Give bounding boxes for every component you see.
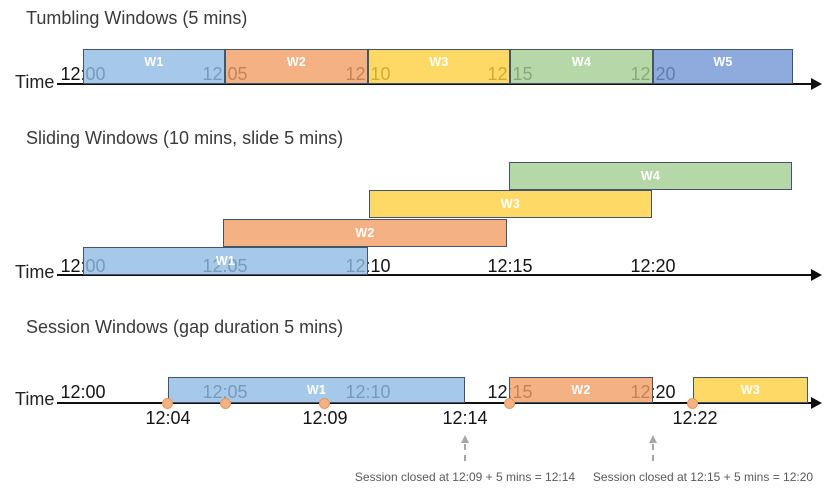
sliding-window-w2: W2 — [223, 219, 507, 247]
time-axis-label: Time — [15, 389, 55, 409]
time-axis-label: Time — [15, 72, 55, 92]
time-axis-label: Time — [15, 262, 55, 282]
tick-label: 12:15 — [487, 256, 533, 276]
section-title: Session Windows (gap duration 5 mins) — [26, 317, 344, 337]
session-closed-annotation: Session closed at 12:15 + 5 mins = 12:20 — [592, 470, 814, 484]
tumbling-window-w1: W1 — [83, 49, 225, 84]
sliding-window-w4: W4 — [509, 162, 792, 190]
event-dot — [162, 398, 173, 409]
arrow-stem — [464, 444, 466, 461]
event-dot — [504, 398, 515, 409]
axis-arrow-icon — [811, 78, 822, 90]
time-axis-line — [57, 274, 813, 276]
window-label: W3 — [429, 55, 449, 69]
session-window-w2: W2 — [509, 377, 653, 403]
arrow-head — [461, 435, 469, 443]
window-label: W3 — [500, 197, 521, 211]
section-title: Sliding Windows (10 mins, slide 5 mins) — [26, 128, 344, 148]
window-label: W2 — [355, 226, 375, 240]
window-label: W2 — [286, 55, 307, 69]
event-dot — [687, 398, 698, 409]
tick-label: 12:20 — [630, 256, 676, 276]
event-dot — [220, 398, 231, 409]
event-time-label: 12:09 — [302, 408, 348, 428]
window-label: W1 — [306, 383, 327, 397]
event-dot — [319, 398, 330, 409]
time-axis-line — [57, 83, 813, 85]
event-time-label: 12:22 — [672, 408, 718, 428]
callout-arrow-icon — [648, 435, 658, 461]
session-window-w3: W3 — [693, 377, 808, 403]
event-time-label: 12:14 — [442, 408, 488, 428]
tumbling-window-w2: W2 — [225, 49, 368, 84]
tick-label: 12:00 — [60, 382, 106, 402]
window-label: W4 — [571, 55, 592, 69]
tumbling-window-w5: W5 — [653, 49, 793, 84]
session-closed-annotation: Session closed at 12:09 + 5 mins = 12:14 — [354, 470, 576, 484]
window-label: W4 — [640, 169, 661, 183]
sliding-window-w3: W3 — [369, 190, 652, 218]
window-label: W1 — [144, 55, 164, 69]
tumbling-window-w4: W4 — [510, 49, 653, 84]
window-label: W5 — [713, 55, 733, 69]
arrow-head — [649, 435, 657, 443]
section-title: Tumbling Windows (5 mins) — [26, 8, 248, 28]
axis-arrow-icon — [811, 269, 822, 281]
arrow-stem — [652, 444, 654, 461]
window-label: W1 — [215, 254, 236, 268]
tumbling-window-w3: W3 — [368, 49, 510, 84]
window-label: W2 — [571, 383, 591, 397]
window-label: W3 — [740, 383, 761, 397]
sliding-window-w1: W1 — [83, 247, 368, 275]
axis-arrow-icon — [811, 397, 822, 409]
event-time-label: 12:04 — [145, 408, 191, 428]
session-window-w1: W1 — [168, 377, 465, 403]
callout-arrow-icon — [460, 435, 470, 461]
time-axis-line — [57, 402, 813, 404]
